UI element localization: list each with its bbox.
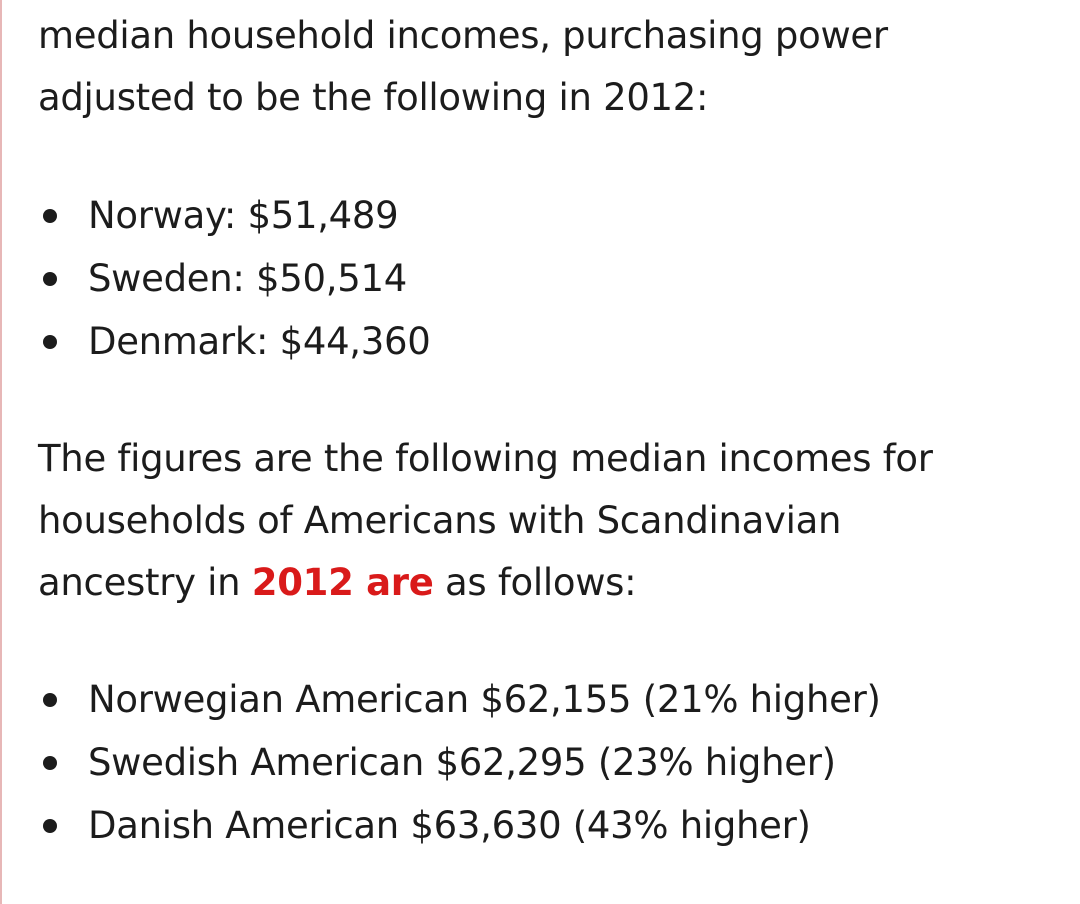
list-item: Norway: $51,489	[38, 184, 431, 247]
list-item-text: Swedish American $62,295 (23% higher)	[88, 741, 836, 784]
intro-line-1: median household incomes, purchasing pow…	[38, 14, 888, 57]
figures-line-1: The figures are the following median inc…	[38, 437, 933, 480]
list-item-text: Danish American $63,630 (43% higher)	[88, 804, 811, 847]
bullet-icon	[43, 693, 57, 707]
intro-line-2: adjusted to be the following in 2012:	[38, 76, 709, 119]
figures-line-3-end: as follows:	[433, 561, 637, 604]
list-item: Norwegian American $62,155 (21% higher)	[38, 668, 881, 731]
intro-paragraph: median household incomes, purchasing pow…	[38, 5, 888, 129]
figures-line-3-start: ancestry in	[38, 561, 252, 604]
list-item-text: Norway: $51,489	[88, 194, 399, 237]
list-item-text: Denmark: $44,360	[88, 320, 431, 363]
list-item: Swedish American $62,295 (23% higher)	[38, 731, 881, 794]
list-item: Sweden: $50,514	[38, 247, 431, 310]
left-border-line	[0, 0, 2, 904]
bullet-icon	[43, 819, 57, 833]
list-item-text: Norwegian American $62,155 (21% higher)	[88, 678, 881, 721]
bullet-icon	[43, 756, 57, 770]
list-item: Denmark: $44,360	[38, 310, 431, 373]
highlighted-text: 2012 are	[251, 561, 434, 604]
american-income-list: Norwegian American $62,155 (21% higher) …	[38, 668, 881, 857]
figures-paragraph: The figures are the following median inc…	[38, 428, 933, 614]
country-income-list: Norway: $51,489 Sweden: $50,514 Denmark:…	[38, 184, 431, 373]
bullet-icon	[43, 335, 57, 349]
figures-line-2: households of Americans with Scandinavia…	[38, 499, 842, 542]
list-item-text: Sweden: $50,514	[88, 257, 407, 300]
bullet-icon	[43, 272, 57, 286]
bullet-icon	[43, 209, 57, 223]
list-item: Danish American $63,630 (43% higher)	[38, 794, 881, 857]
